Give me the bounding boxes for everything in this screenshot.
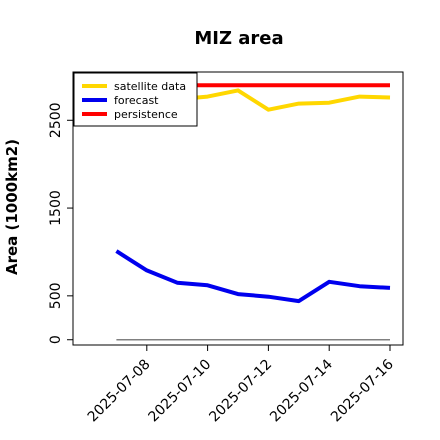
y-tick-label: 1500 (48, 190, 64, 226)
x-axis: 2025-07-082025-07-102025-07-122025-07-14… (73, 344, 403, 426)
chart-title: MIZ area (194, 28, 283, 49)
y-tick-label: 0 (48, 335, 64, 344)
y-axis-label: Area (1000km2) (3, 139, 21, 275)
x-tick-label: 2025-07-14 (267, 356, 336, 425)
legend-label: persistence (114, 108, 178, 121)
legend-label: forecast (114, 94, 159, 107)
x-tick-label: 2025-07-16 (328, 356, 397, 425)
x-tick-label: 2025-07-12 (206, 357, 275, 426)
legend-label: satellite data (114, 80, 186, 93)
y-axis: 0 500 1500 2500 (48, 72, 74, 345)
y-tick-label: 500 (48, 282, 64, 309)
x-tick-label: 2025-07-08 (85, 357, 154, 426)
y-tick-label: 2500 (48, 102, 64, 138)
series-line-forecast (115, 249, 391, 304)
x-tick-label: 2025-07-10 (146, 357, 215, 426)
